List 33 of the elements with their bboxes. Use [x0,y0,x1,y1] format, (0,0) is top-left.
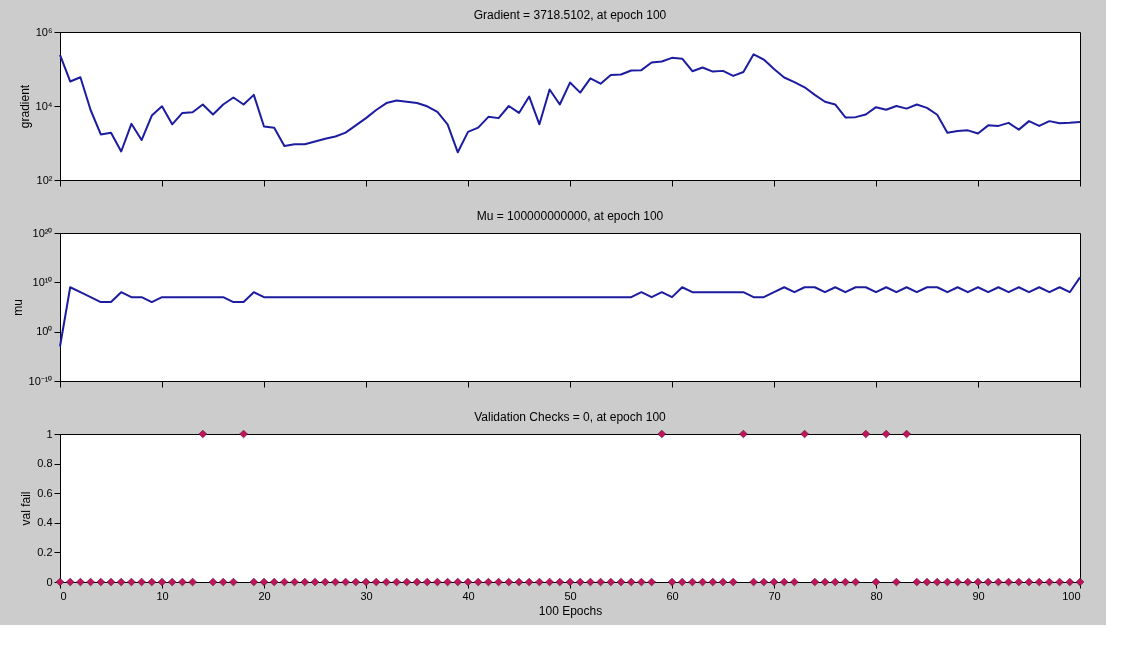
y-tick-label: 10⁴ [35,99,53,112]
x-tick-label: 50 [564,589,577,602]
y-tick-label: 10⁻¹⁰ [28,374,53,387]
y-tick-label: 0.6 [37,486,53,499]
y-tick-label: 10² [36,173,53,186]
x-tick-label: 100 [1062,589,1081,602]
x-tick-label: 60 [666,589,679,602]
chart-title: Validation Checks = 0, at epoch 100 [474,410,667,424]
x-tick-label: 30 [360,589,373,602]
x-tick-label: 20 [258,589,271,602]
y-tick-label: 0.2 [37,545,53,558]
y-tick-label: 0.4 [37,516,53,529]
chart-title: Gradient = 3718.5102, at epoch 100 [473,8,667,22]
x-axis-title: 100 Epochs [538,603,603,618]
y-tick-label: 1 [46,427,53,440]
chart-title: Mu = 100000000000, at epoch 100 [476,209,664,223]
y-tick-label: 10⁶ [35,25,53,38]
y-tick-label: 0 [46,575,53,588]
x-tick-label: 90 [972,589,985,602]
x-tick-label: 40 [462,589,475,602]
x-tick-label: 10 [156,589,169,602]
y-axis-title: val fail [19,491,34,526]
y-tick-label: 0.8 [37,457,53,470]
y-tick-label: 10¹⁰ [32,275,53,288]
line-series [59,53,1081,154]
x-tick-label: 70 [768,589,781,602]
y-axis-title: gradient [17,84,32,129]
line-series [59,276,1081,348]
y-axis-title: mu [10,299,25,316]
y-tick-label: 10⁰ [36,325,53,338]
x-tick-label: 80 [870,589,883,602]
x-tick-label: 0 [60,589,67,602]
y-tick-label: 10²⁰ [32,226,53,239]
